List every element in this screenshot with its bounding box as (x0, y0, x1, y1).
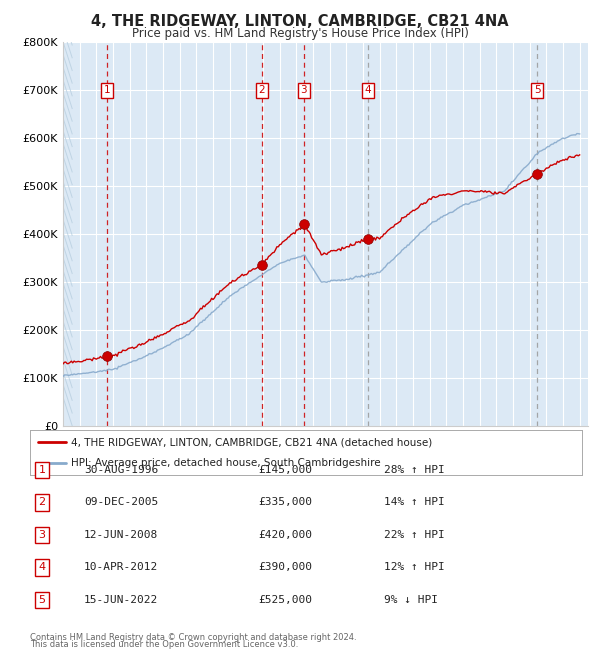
Text: Contains HM Land Registry data © Crown copyright and database right 2024.: Contains HM Land Registry data © Crown c… (30, 632, 356, 642)
Text: £420,000: £420,000 (258, 530, 312, 540)
Text: HPI: Average price, detached house, South Cambridgeshire: HPI: Average price, detached house, Sout… (71, 458, 381, 467)
Text: 4, THE RIDGEWAY, LINTON, CAMBRIDGE, CB21 4NA: 4, THE RIDGEWAY, LINTON, CAMBRIDGE, CB21… (91, 14, 509, 29)
Text: 1: 1 (38, 465, 46, 475)
Text: 4: 4 (364, 85, 371, 95)
Text: 12-JUN-2008: 12-JUN-2008 (84, 530, 158, 540)
Text: £525,000: £525,000 (258, 595, 312, 605)
Text: 1: 1 (104, 85, 110, 95)
Text: £390,000: £390,000 (258, 562, 312, 573)
Text: 22% ↑ HPI: 22% ↑ HPI (384, 530, 445, 540)
Text: 4: 4 (38, 562, 46, 573)
Text: 14% ↑ HPI: 14% ↑ HPI (384, 497, 445, 508)
Text: This data is licensed under the Open Government Licence v3.0.: This data is licensed under the Open Gov… (30, 640, 298, 649)
Text: 9% ↓ HPI: 9% ↓ HPI (384, 595, 438, 605)
Text: 10-APR-2012: 10-APR-2012 (84, 562, 158, 573)
Text: 30-AUG-1996: 30-AUG-1996 (84, 465, 158, 475)
Text: 09-DEC-2005: 09-DEC-2005 (84, 497, 158, 508)
Text: 4, THE RIDGEWAY, LINTON, CAMBRIDGE, CB21 4NA (detached house): 4, THE RIDGEWAY, LINTON, CAMBRIDGE, CB21… (71, 437, 433, 447)
Text: Price paid vs. HM Land Registry's House Price Index (HPI): Price paid vs. HM Land Registry's House … (131, 27, 469, 40)
Text: 12% ↑ HPI: 12% ↑ HPI (384, 562, 445, 573)
Text: 2: 2 (259, 85, 265, 95)
Text: 28% ↑ HPI: 28% ↑ HPI (384, 465, 445, 475)
Text: 5: 5 (38, 595, 46, 605)
Text: £335,000: £335,000 (258, 497, 312, 508)
Text: 3: 3 (301, 85, 307, 95)
Text: 5: 5 (534, 85, 541, 95)
Text: £145,000: £145,000 (258, 465, 312, 475)
Text: 2: 2 (38, 497, 46, 508)
Text: 3: 3 (38, 530, 46, 540)
Text: 15-JUN-2022: 15-JUN-2022 (84, 595, 158, 605)
